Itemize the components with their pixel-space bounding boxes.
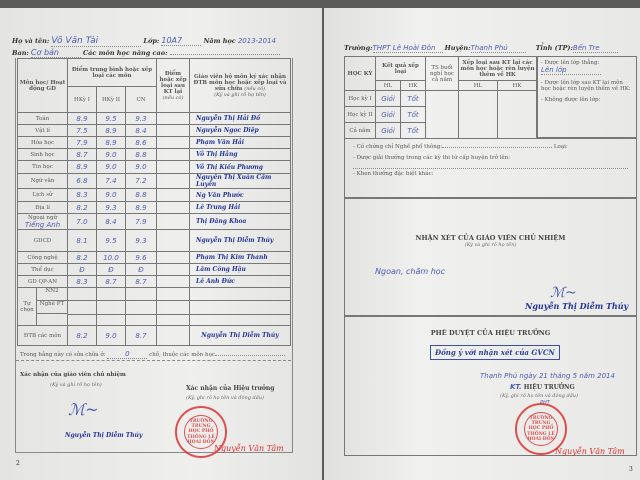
hl-cell: Giỏi [375, 106, 401, 123]
class-value: 10A7 [161, 36, 202, 46]
header-hk2: HKỳ II [96, 86, 126, 113]
other-award-label: - Khen thưởng đặc biệt khác: [353, 171, 434, 177]
hk-cell: Tốt [400, 122, 426, 139]
district-label: Huyện: [444, 44, 471, 52]
year-label: Năm học [203, 37, 236, 45]
header-retest: Điểm hoặc xếp loại sau KT lại (nếu có) [156, 58, 190, 113]
conduct-table: HỌC KỲ Kết quả xếp loại TS buổi nghỉ học… [344, 56, 537, 139]
comment-value: Ngoan, chăm học [375, 267, 446, 276]
right-page: Trường:THPT Lê Hoài Đôn Huyện: Thạnh Phú … [324, 8, 640, 480]
principal-note: (Ký, ghi rõ họ tên và đóng dấu) [186, 395, 264, 401]
table-row: Sinh học 8.7 9.0 8.8 Võ Thị Hằng [17, 148, 291, 161]
table-row: Vật lí 7.5 8.9 8.4 Nguyễn Ngọc Diệp [17, 124, 291, 137]
header-after-hk: HK [497, 80, 537, 91]
correction-count: 0 [107, 350, 148, 359]
comment-box: NHẬN XÉT CỦA GIÁO VIÊN CHỦ NHIỆM (Ký và … [344, 198, 637, 316]
nn2-label: NN2 [37, 289, 67, 301]
hk-cell: Tốt [400, 90, 426, 107]
approval-title: PHÊ DUYỆT CỦA HIỆU TRƯỞNG [430, 329, 551, 337]
advanced-label: Các môn học nâng cao: [83, 49, 168, 57]
comment-note: (Ký và ghi rõ họ tên) [464, 242, 517, 248]
avg-signature: Nguyễn Thị Diễm Thúy [189, 325, 291, 346]
award-label: - Được giải thưởng trong các kỳ thi từ c… [353, 155, 511, 161]
cert-label: - Có chứng chỉ Nghề phổ thông: [353, 144, 443, 150]
hk-cell: Tốt [400, 106, 426, 123]
table-row: Tự chọn NN2 Nghề PT [17, 286, 291, 326]
header-term: HỌC KỲ [344, 56, 376, 91]
header-hl: HL [375, 80, 401, 91]
name-label: Họ và tên: [12, 37, 50, 45]
homeroom-name: Nguyễn Thị Diễm Thúy [65, 432, 143, 439]
term-cell: Học kỳ II [344, 106, 376, 123]
awards-box: - Có chứng chỉ Nghề phổ thông: Loại: - Đ… [344, 138, 637, 198]
cert-type-label: Loại: [553, 144, 568, 150]
province-label: Tỉnh (TP): [535, 44, 573, 52]
promote-after-label: - Được lên lớp sau KT lại môn học hoặc r… [541, 80, 631, 92]
header-subject: Môn học/ Hoạt động GD [17, 58, 68, 113]
conduct-row: Học kỳ II Giỏi Tốt [344, 106, 537, 123]
promote-label: - Được lên lớp thẳng: [541, 60, 600, 66]
kt-prefix: KT. [510, 383, 522, 391]
promote-value: Lên lớp [541, 66, 601, 75]
principal-name: Nguyễn Văn Tâm [214, 444, 284, 453]
avg-row-label: ĐTB các môn [17, 325, 68, 346]
school-stamp: TRƯỜNG TRUNG HỌC PHỔ THÔNG LÊ HOÀI ĐÔN [175, 406, 227, 458]
header-after: Xếp loại sau KT lại các môn học hoặc rèn… [458, 56, 537, 81]
left-page: Họ và tên: Võ Văn Tài Lớp: 10A7 Năm học … [0, 8, 322, 480]
principal-name-right: Nguyễn Văn Tâm [555, 447, 625, 456]
hl-cell: Giỏi [375, 122, 401, 139]
term-cell: Cả năm [344, 122, 376, 139]
page-number-right: 3 [629, 466, 633, 473]
nghe-label: Nghề PT [37, 301, 67, 314]
student-info-line: Họ và tên: Võ Văn Tài Lớp: 10A7 Năm học … [12, 36, 276, 47]
header-absent: TS buổi nghỉ học cả năm [425, 56, 459, 91]
table-row: Lịch sử 8.3 9.0 8.8 Ng Văn Phước [17, 188, 291, 202]
ban-label: Ban: [12, 49, 29, 57]
avg-row: ĐTB các môn 8.2 9.0 8.7 Nguyễn Thị Diễm … [17, 325, 291, 346]
header-avg: Điểm trung bình hoặc xếp loại các môn [67, 58, 157, 87]
homeroom-signature-icon: ℳ~ [68, 400, 99, 419]
homeroom-confirm-title: Xác nhận của giáo viên chủ nhiệm [20, 372, 126, 378]
avg-cn: 8.7 [125, 325, 157, 346]
homeroom-note: (Ký và ghi rõ họ tên) [50, 382, 102, 388]
elective-label: Tự chọn [20, 300, 34, 313]
header-after-hl: HL [458, 80, 498, 91]
term-cell: Học kỳ I [344, 90, 376, 107]
header-teacher: Giáo viên bộ môn ký xác nhận ĐTB môn học… [189, 58, 291, 113]
principal-confirm-title: Xác nhận của Hiệu trưởng [186, 385, 275, 392]
table-row: Địa lí 8.2 9.3 8.9 Lê Trung Hải [17, 201, 291, 214]
correction-line: Trong bảng này có sửa chữa ở: 0 chỗ, thu… [20, 350, 285, 359]
school-value: THPT Lê Hoài Đôn [372, 44, 443, 53]
principal-title: HIỆU TRƯỞNG [523, 384, 575, 391]
table-row: Hóa học 7.9 8.9 8.6 Phạm Văn Hải [17, 136, 291, 149]
date-line: Thạnh Phú ngày 21 tháng 5 năm 2014 [480, 372, 615, 380]
comment-signer: Nguyễn Thị Diễm Thúy [525, 301, 629, 311]
province-value: Bến Tre [572, 44, 618, 53]
comment-title: NHẬN XÉT CỦA GIÁO VIÊN CHỦ NHIỆM [415, 234, 566, 242]
class-label: Lớp: [143, 37, 160, 45]
district-value: Thạnh Phú [470, 44, 526, 53]
table-row: Tin học 8.9 9.0 9.0 Võ Thị Kiều Phương [17, 160, 291, 174]
header-result: Kết quả xếp loại [375, 56, 426, 81]
conduct-row: Học kỳ I Giỏi Tốt [344, 90, 537, 139]
school-label: Trường: [344, 44, 373, 52]
ban-value: Cơ bản [30, 48, 81, 58]
comment-signature-icon: ℳ~ [550, 285, 577, 301]
page-number: 2 [16, 460, 20, 467]
approval-stamp: Đồng ý với nhận xét của GVCN [430, 345, 560, 360]
grades-table: Môn học/ Hoạt động GD Điểm trung bình ho… [17, 58, 291, 346]
promotion-box: - Được lên lớp thẳng: Lên lớp - Được lên… [537, 56, 637, 138]
hl-cell: Giỏi [375, 90, 401, 107]
ban-line: Ban: Cơ bản Các môn học nâng cao: [12, 48, 280, 58]
school-info-line: Trường:THPT Lê Hoài Đôn Huyện:Thạnh Phú … [344, 44, 618, 53]
approval-box: PHÊ DUYỆT CỦA HIỆU TRƯỞNG Đồng ý với nhậ… [344, 316, 637, 456]
header-hk: HK [400, 80, 426, 91]
school-stamp-right: TRƯỜNG TRUNG HỌC PHỔ THÔNG LÊ HOÀI ĐÔN [515, 403, 567, 455]
principal-note-right: (Ký, ghi rõ họ tên và đóng dấu) [500, 393, 578, 399]
name-value: Võ Văn Tài [51, 36, 142, 47]
year-value: 2013-2014 [237, 37, 276, 45]
not-promote-label: - Không được lên lớp: [541, 97, 601, 103]
